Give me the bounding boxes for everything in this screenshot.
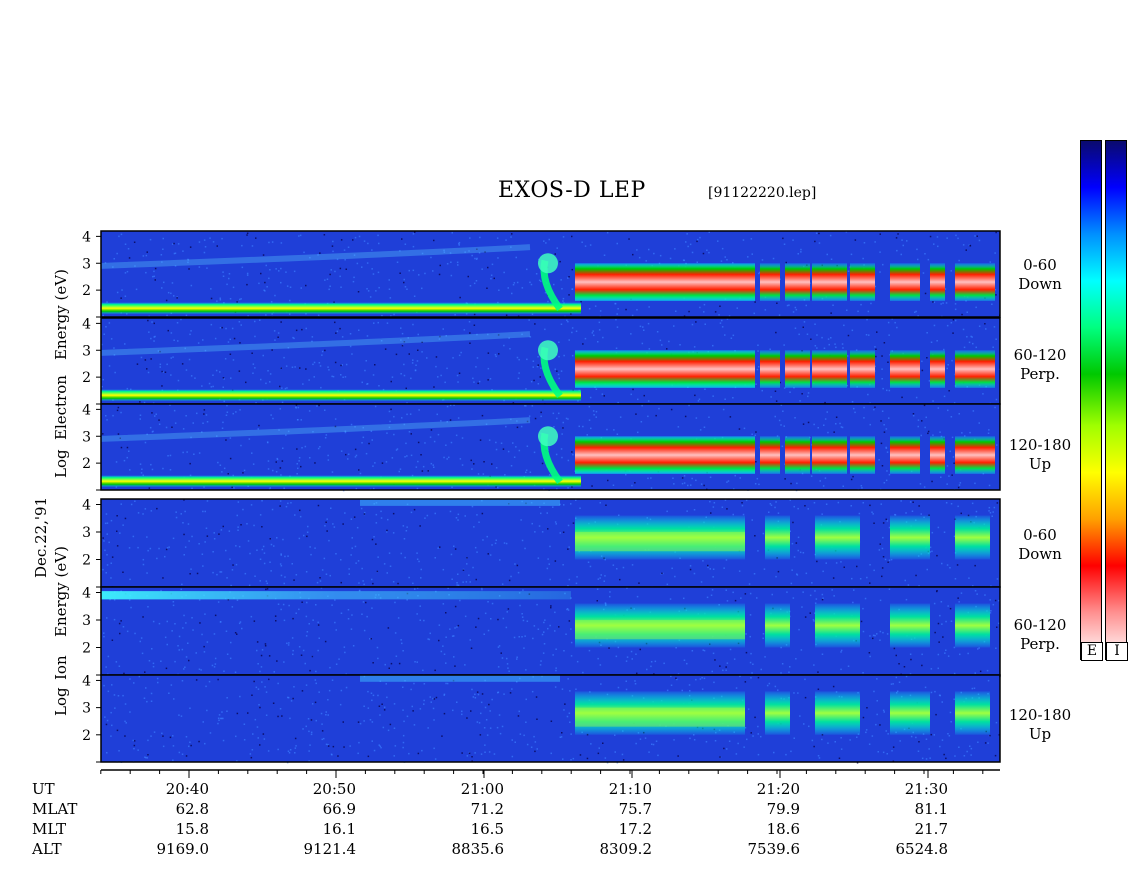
table-cell-ut: 21:00	[424, 780, 504, 798]
table-cell-mlat: 79.9	[720, 800, 800, 818]
row-label-alt: ALT	[32, 840, 62, 858]
table-cell-ut: 21:10	[572, 780, 652, 798]
y-tick-label: 4	[82, 316, 91, 332]
table-cell-alt: 8309.2	[572, 840, 652, 858]
table-cell-mlt: 15.8	[129, 820, 209, 838]
y-tick-label: 3	[82, 525, 91, 541]
y-tick-label: 2	[82, 456, 91, 472]
table-cell-mlt: 17.2	[572, 820, 652, 838]
panel-label-e1: 0-60 Down	[1005, 256, 1075, 294]
electron-electron-label: Electron	[52, 375, 70, 440]
panel-label-i2: 60-120 Perp.	[1005, 616, 1075, 654]
table-cell-mlat: 71.2	[424, 800, 504, 818]
electron-panel-3: 2 3 4	[82, 402, 1000, 491]
y-tick-label: 3	[82, 613, 91, 629]
y-tick-label: 2	[82, 553, 91, 569]
table-cell-alt: 9169.0	[129, 840, 209, 858]
y-tick-label: 3	[82, 701, 91, 717]
table-cell-ut: 21:30	[868, 780, 948, 798]
date-label: Dec.22,'91	[32, 497, 50, 578]
panel-label-e2: 60-120 Perp.	[1005, 346, 1075, 384]
table-cell-alt: 7539.6	[720, 840, 800, 858]
panel-label-i1: 0-60 Down	[1005, 526, 1075, 564]
ion-panel-2: 2 3 4	[82, 586, 1000, 677]
row-label-ut: UT	[32, 780, 55, 798]
electron-log-label: Log	[52, 449, 70, 478]
electron-energy-label: Energy (eV)	[52, 269, 70, 360]
table-cell-mlt: 18.6	[720, 820, 800, 838]
table-cell-mlat: 66.9	[276, 800, 356, 818]
colorbar-label-i: I	[1106, 642, 1128, 661]
table-cell-ut: 21:20	[720, 780, 800, 798]
panel-label-e3: 120-180 Up	[1005, 436, 1075, 474]
colorbar-label-e: E	[1081, 642, 1103, 661]
table-cell-ut: 20:40	[129, 780, 209, 798]
y-tick-label: 4	[82, 402, 91, 418]
y-tick-label: 4	[82, 586, 91, 602]
colorbar-ion	[1105, 140, 1127, 660]
table-cell-mlt: 16.5	[424, 820, 504, 838]
electron-panel-2: 2 3 4	[82, 316, 1000, 405]
colorbar-electron	[1080, 140, 1102, 660]
table-cell-alt: 8835.6	[424, 840, 504, 858]
y-tick-label: 4	[82, 673, 91, 689]
y-tick-label: 2	[82, 370, 91, 386]
table-cell-mlat: 62.8	[129, 800, 209, 818]
ion-panel-3: 2 3 4	[82, 673, 1001, 763]
y-tick-label: 3	[82, 256, 91, 272]
table-cell-mlat: 75.7	[572, 800, 652, 818]
electron-panel-1: 2 3 4	[82, 229, 1000, 318]
table-cell-alt: 6524.8	[868, 840, 948, 858]
table-cell-alt: 9121.4	[276, 840, 356, 858]
y-tick-label: 2	[82, 728, 91, 744]
table-cell-mlt: 21.7	[868, 820, 948, 838]
row-label-mlt: MLT	[32, 820, 66, 838]
ion-log-label: Log	[52, 687, 70, 716]
y-tick-label: 3	[82, 343, 91, 359]
table-cell-mlat: 81.1	[868, 800, 948, 818]
ion-ion-label: Ion	[52, 655, 70, 680]
y-tick-label: 2	[82, 641, 91, 657]
y-tick-label: 4	[82, 229, 91, 245]
table-cell-ut: 20:50	[276, 780, 356, 798]
ion-energy-label: Energy (eV)	[52, 546, 70, 637]
ion-panel-1: 2 3 4	[82, 498, 1000, 589]
y-tick-label: 2	[82, 283, 91, 299]
y-tick-label: 3	[82, 429, 91, 445]
panel-label-i3: 120-180 Up	[1005, 706, 1075, 744]
y-tick-label: 4	[82, 498, 91, 514]
table-cell-mlt: 16.1	[276, 820, 356, 838]
row-label-mlat: MLAT	[32, 800, 77, 818]
